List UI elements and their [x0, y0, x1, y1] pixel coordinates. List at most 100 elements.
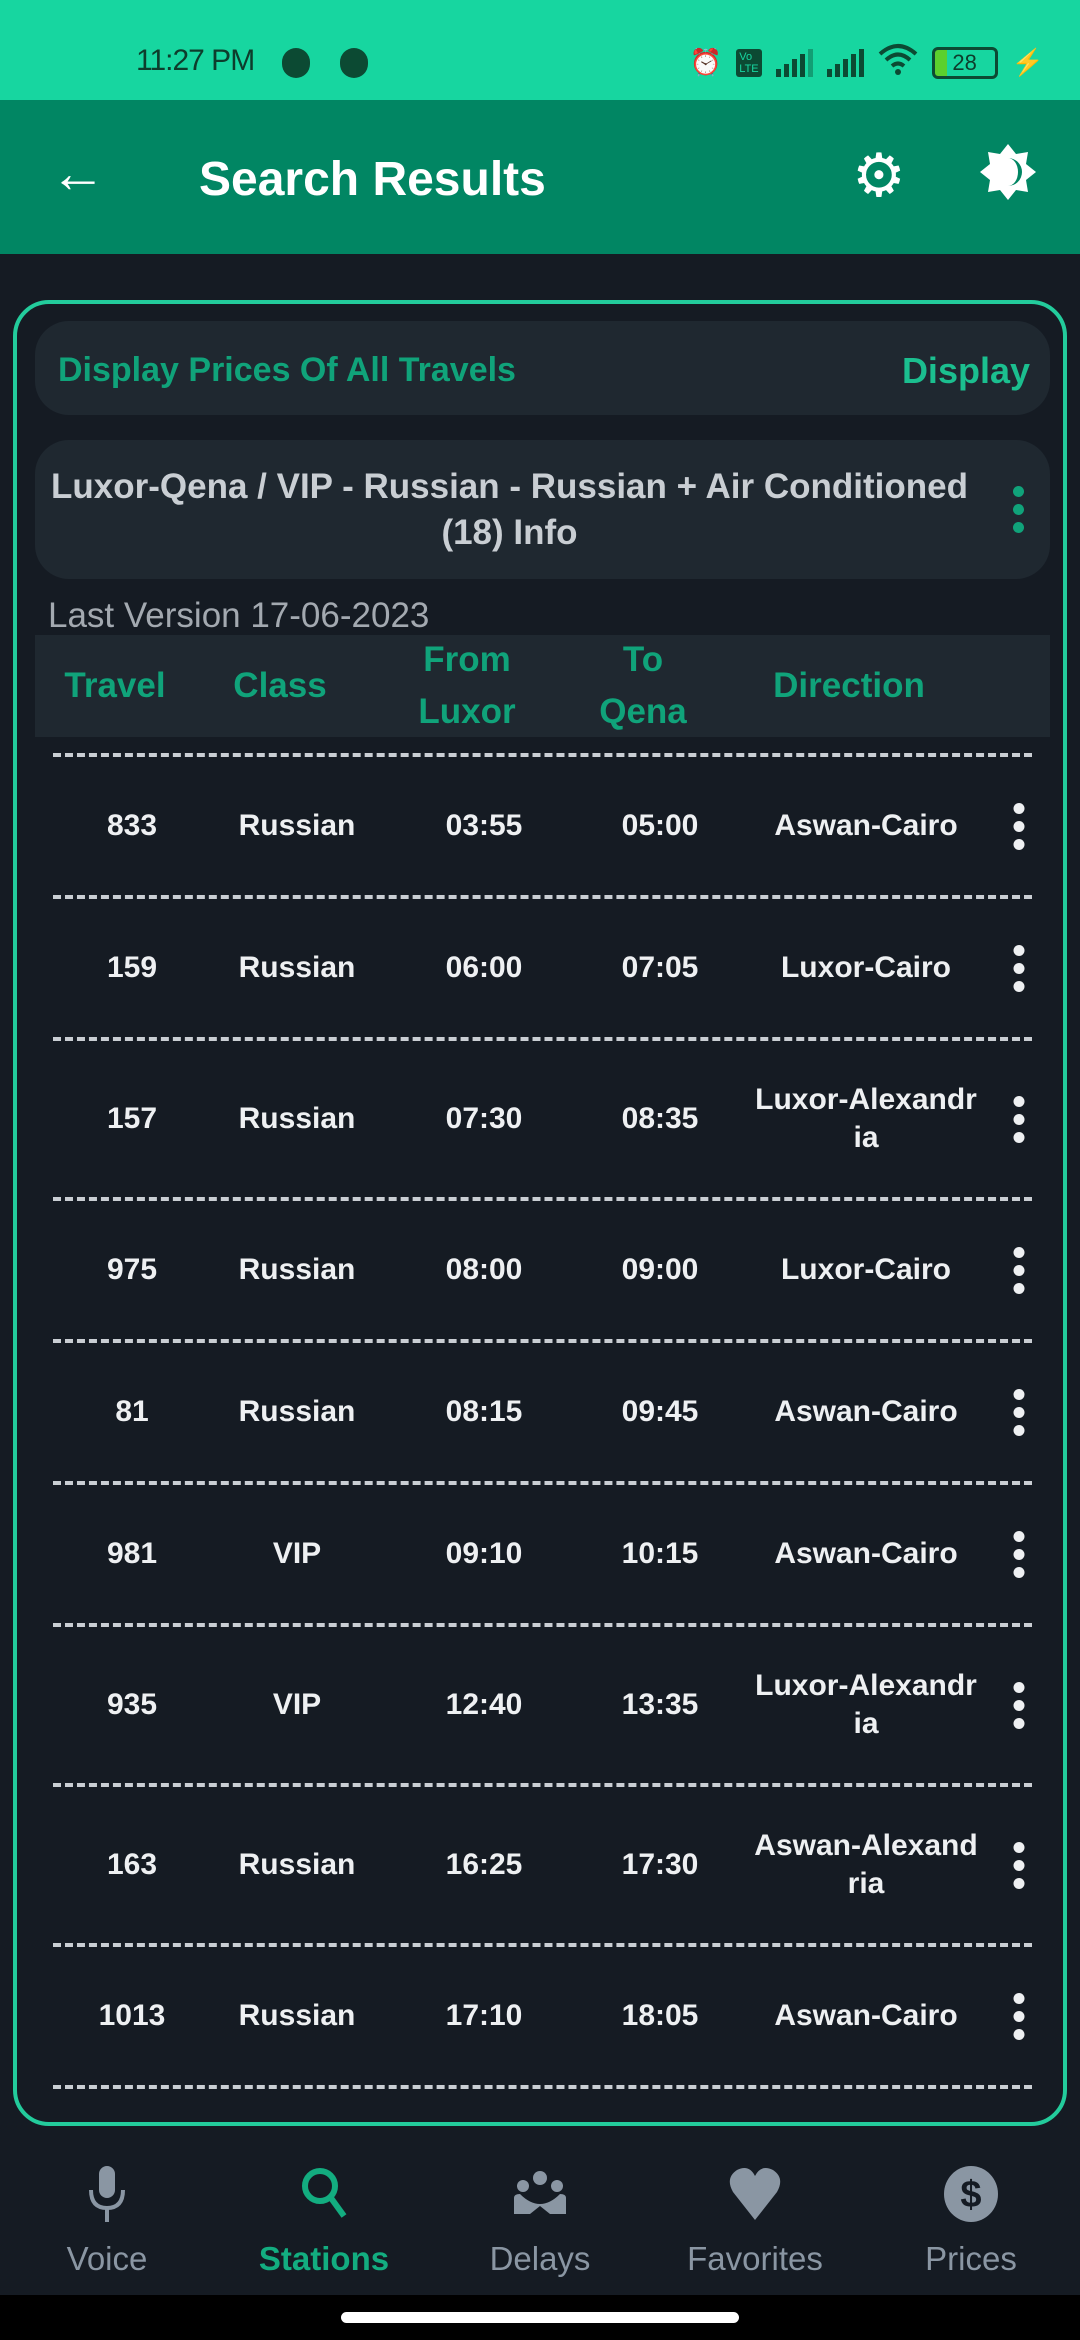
travel-number: 981	[106, 1537, 158, 1570]
divider	[53, 2085, 1032, 2089]
arrival-time: 05:00	[621, 809, 699, 842]
arrival-time: 08:35	[621, 1102, 699, 1135]
departure-time: 06:00	[445, 951, 523, 984]
travel-class: VIP	[272, 1688, 322, 1721]
last-version-text: Last Version 17-06-2023	[48, 596, 430, 635]
wifi-icon	[878, 42, 918, 83]
table-row[interactable]: 159 Russian 06:00 07:05 Luxor-Cairo	[53, 895, 1032, 1037]
direction: Luxor-Alexandria	[755, 1669, 977, 1740]
display-prices-bar: Display Prices Of All Travels Display	[35, 321, 1050, 415]
arrival-time: 13:35	[621, 1688, 699, 1721]
table-row[interactable]: 163 Russian 16:25 17:30 Aswan-Alexandria	[53, 1783, 1032, 1943]
direction: Luxor-Cairo	[780, 1253, 951, 1286]
table-row[interactable]: 935 VIP 12:40 13:35 Luxor-Alexandria	[53, 1623, 1032, 1783]
more-vert-icon[interactable]	[1013, 944, 1025, 992]
results-list: 833 Russian 03:55 05:00 Aswan-Cairo 159 Russia…	[17, 753, 1063, 2089]
more-vert-icon[interactable]	[1013, 486, 1024, 533]
travel-number: 81	[115, 1395, 149, 1428]
bottom-nav: Voice Stations Delays Favorites $ Prices	[0, 2148, 1080, 2295]
heart-icon	[729, 2168, 781, 2220]
display-button[interactable]: Display	[901, 350, 1030, 391]
more-vert-icon[interactable]	[1013, 1841, 1025, 1889]
direction: Aswan-Cairo	[774, 1537, 958, 1570]
arrival-time: 18:05	[621, 1999, 699, 2032]
travel-number: 163	[106, 1848, 158, 1881]
back-arrow-icon[interactable]: ←	[50, 141, 106, 204]
table-row[interactable]: 1013 Russian 17:10 18:05 Aswan-Cairo	[53, 1943, 1032, 2085]
more-vert-icon[interactable]	[1013, 1992, 1025, 2040]
nav-favorites[interactable]: Favorites	[655, 2148, 855, 2295]
status-time: 11:27 PM	[136, 44, 255, 77]
nav-prices[interactable]: $ Prices	[871, 2148, 1071, 2295]
table-row[interactable]: 81 Russian 08:15 09:45 Aswan-Cairo	[53, 1339, 1032, 1481]
travel-class: Russian	[238, 1102, 356, 1135]
travel-class: Russian	[238, 1848, 356, 1881]
departure-time: 16:25	[445, 1848, 523, 1881]
header-class: Class	[233, 666, 327, 705]
travel-number: 833	[106, 809, 158, 842]
departure-time: 08:00	[445, 1253, 523, 1286]
search-icon	[302, 2168, 347, 2218]
table-row[interactable]: 157 Russian 07:30 08:35 Luxor-Alexandria	[53, 1037, 1032, 1197]
nav-label: Prices	[925, 2240, 1017, 2277]
nav-label: Delays	[489, 2240, 591, 2277]
header-direction: Direction	[773, 666, 925, 705]
travel-class: VIP	[272, 1537, 322, 1570]
theme-toggle-icon[interactable]	[980, 144, 1036, 200]
signal-icon	[826, 48, 864, 77]
departure-time: 08:15	[445, 1395, 523, 1428]
svg-text:$: $	[960, 2174, 981, 2216]
nav-label: Voice	[66, 2240, 148, 2277]
route-info-text: Luxor-Qena / VIP - Russian - Russian + A…	[51, 467, 968, 552]
charging-icon: ⚡	[1011, 47, 1044, 77]
travel-class: Russian	[238, 1395, 356, 1428]
travel-class: Russian	[238, 1999, 356, 2032]
route-info-bar[interactable]: Luxor-Qena / VIP - Russian - Russian + A…	[35, 440, 1050, 579]
header-from: From Luxor	[418, 640, 516, 731]
table-row[interactable]: 981 VIP 09:10 10:15 Aswan-Cairo	[53, 1481, 1032, 1623]
volte-icon: Vo LTE	[736, 48, 762, 77]
departure-time: 09:10	[445, 1537, 523, 1570]
travel-number: 157	[106, 1102, 158, 1135]
alarm-icon: ⏰	[689, 47, 723, 77]
header-to: To Qena	[599, 640, 687, 731]
page-title: Search Results	[199, 153, 546, 206]
table-row[interactable]: 833 Russian 03:55 05:00 Aswan-Cairo	[53, 753, 1032, 895]
status-bar: 11:27 PM ⏰ Vo LTE 28 ⚡	[0, 0, 1080, 100]
arrival-time: 17:30	[621, 1848, 699, 1881]
signal-icon	[775, 48, 813, 77]
more-vert-icon[interactable]	[1013, 1681, 1025, 1729]
direction: Aswan-Alexandria	[754, 1829, 978, 1900]
direction: Luxor-Alexandria	[755, 1083, 977, 1154]
table-header: Travel Class From Luxor To Qena Directio…	[35, 635, 1050, 737]
direction: Luxor-Cairo	[780, 951, 951, 984]
more-vert-icon[interactable]	[1013, 802, 1025, 850]
arrival-time: 09:45	[621, 1395, 699, 1428]
nav-stations[interactable]: Stations	[224, 2148, 424, 2295]
gesture-bar	[0, 2295, 1080, 2340]
arrival-time: 09:00	[621, 1253, 699, 1286]
more-vert-icon[interactable]	[1013, 1388, 1025, 1436]
app-notification-icon	[340, 48, 368, 78]
battery-icon: 28	[931, 46, 998, 79]
nav-delays[interactable]: Delays	[440, 2148, 640, 2295]
travel-number: 159	[106, 951, 158, 984]
more-vert-icon[interactable]	[1013, 1530, 1025, 1578]
dollar-icon: $	[944, 2166, 998, 2222]
arrival-time: 10:15	[621, 1537, 699, 1570]
gear-icon[interactable]: ⚙	[852, 142, 906, 209]
travel-class: Russian	[238, 809, 356, 842]
more-vert-icon[interactable]	[1013, 1246, 1025, 1294]
more-vert-icon[interactable]	[1013, 1095, 1025, 1143]
microphone-icon	[89, 2166, 125, 2222]
table-row[interactable]: 975 Russian 08:00 09:00 Luxor-Cairo	[53, 1197, 1032, 1339]
home-indicator[interactable]	[341, 2312, 739, 2323]
app-bar: ← Search Results ⚙	[0, 100, 1080, 254]
travel-number: 1013	[98, 1999, 166, 2032]
app-notification-icon	[282, 48, 310, 78]
direction: Aswan-Cairo	[774, 809, 958, 842]
nav-voice[interactable]: Voice	[7, 2148, 207, 2295]
display-prices-label: Display Prices Of All Travels	[58, 351, 516, 389]
departure-time: 07:30	[445, 1102, 523, 1135]
travel-number: 935	[106, 1688, 158, 1721]
